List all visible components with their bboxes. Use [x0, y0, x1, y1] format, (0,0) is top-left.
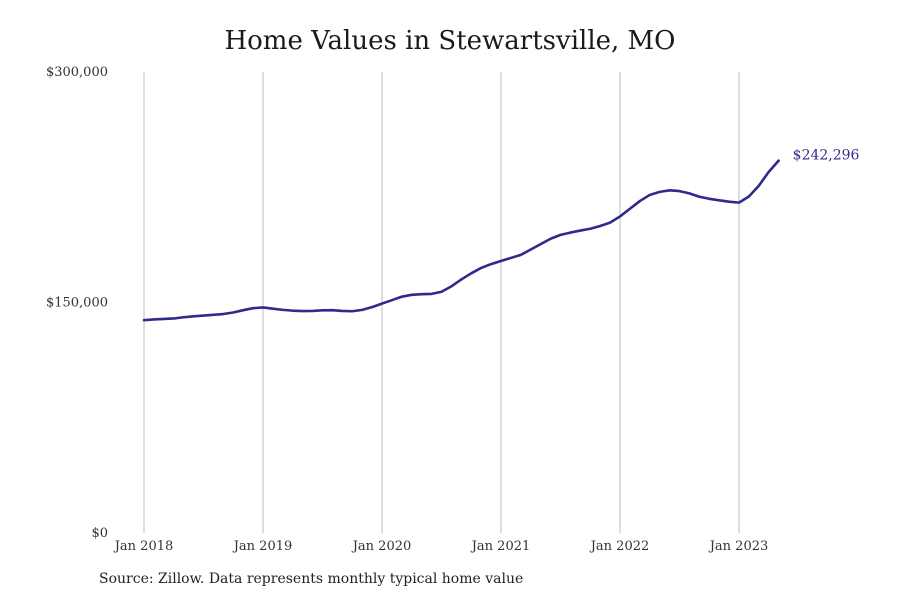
- x-tick-label: Jan 2022: [589, 539, 650, 554]
- x-tick-label: Jan 2020: [351, 539, 412, 554]
- gridlines: [143, 72, 740, 533]
- x-tick-label: Jan 2019: [232, 539, 293, 554]
- series-layer: $242,296: [142, 148, 860, 322]
- chart-title: Home Values in Stewartsville, MO: [224, 26, 676, 56]
- y-tick-label: $300,000: [46, 65, 108, 80]
- series-line: [142, 159, 780, 322]
- x-tick-label: Jan 2021: [470, 539, 531, 554]
- x-tick-label: Jan 2023: [708, 539, 769, 554]
- x-axis-tick-labels: Jan 2018 Jan 2019 Jan 2020 Jan 2021 Jan 2022…: [113, 539, 769, 554]
- y-axis-tick-labels: $0 $150,000 $300,000: [46, 65, 108, 541]
- source-note: Source: Zillow. Data represents monthly …: [99, 571, 524, 587]
- y-tick-label: $150,000: [46, 296, 108, 311]
- y-tick-label: $0: [91, 526, 108, 541]
- end-value-label: $242,296: [793, 148, 860, 164]
- x-tick-label: Jan 2018: [113, 539, 174, 554]
